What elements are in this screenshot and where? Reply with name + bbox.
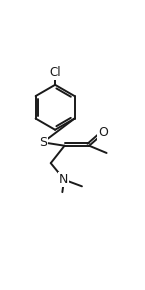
Text: O: O [98,126,108,139]
Text: S: S [39,136,47,149]
Text: N: N [59,173,68,186]
Text: Cl: Cl [49,66,61,79]
